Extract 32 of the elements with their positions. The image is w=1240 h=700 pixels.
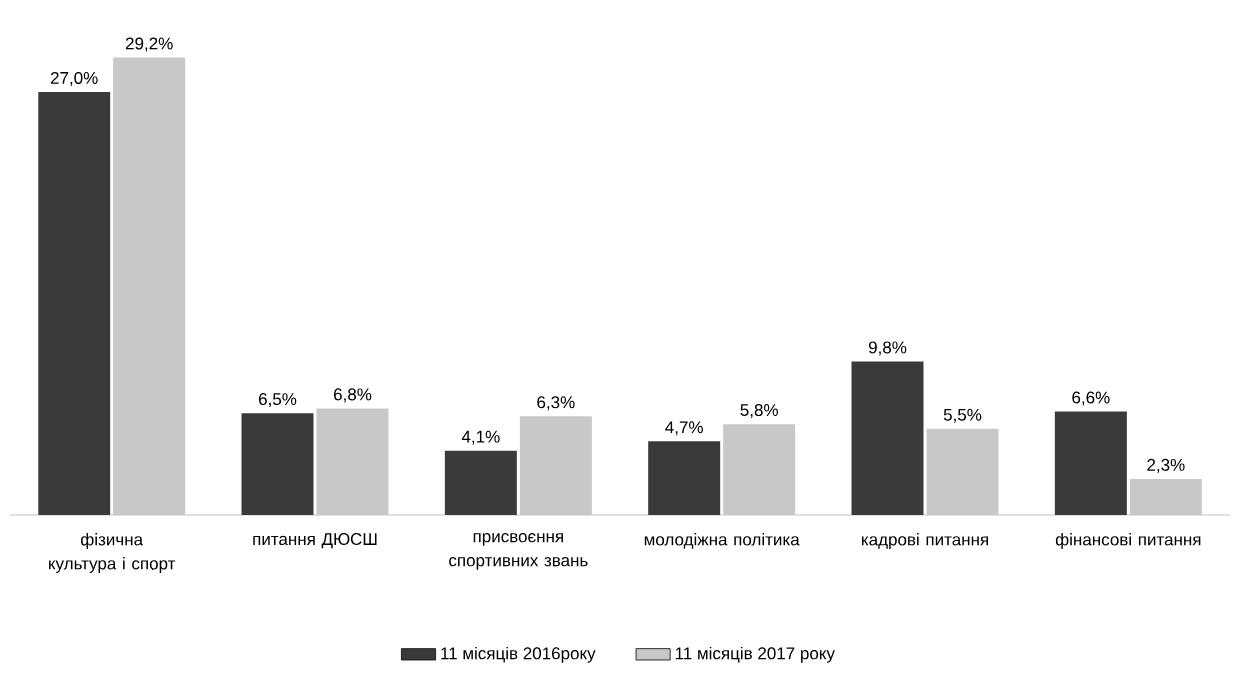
bar	[723, 424, 796, 515]
bar	[1054, 411, 1127, 515]
data-label: 6,5%	[259, 393, 297, 408]
x-tick-label: кадрові питання	[862, 533, 988, 549]
x-tick-label: молодіжна політика	[644, 533, 800, 549]
x-tick-label: фізична культура і спорт	[49, 533, 176, 573]
data-label: 5,5%	[943, 408, 982, 423]
data-label: 6,6%	[1072, 391, 1110, 406]
x-tick-label: присвоєння спортивних звань	[449, 533, 588, 570]
bar	[38, 92, 111, 515]
legend-label: 11 місяців 2016року	[441, 646, 596, 663]
bar	[113, 57, 186, 515]
bar	[648, 441, 721, 515]
bar	[1129, 478, 1202, 515]
data-label: 4,7%	[665, 421, 703, 436]
bar	[926, 428, 999, 515]
data-label: 9,8%	[868, 341, 907, 356]
bar	[851, 361, 924, 515]
bar	[241, 413, 314, 515]
bar	[444, 450, 517, 515]
data-label: 6,3%	[537, 396, 575, 411]
data-label: 27,0%	[50, 71, 98, 86]
data-label: 6,8%	[334, 388, 372, 403]
data-label: 4,1%	[461, 430, 500, 445]
data-label: 2,3%	[1147, 458, 1185, 473]
bar	[519, 416, 592, 515]
legend-label: 11 місяців 2017 року	[675, 646, 835, 663]
x-tick-label: фінансові питання	[1055, 533, 1201, 549]
data-label: 29,2%	[125, 37, 173, 52]
data-label: 5,8%	[740, 404, 778, 419]
x-tick-label: питання ДЮСШ	[253, 533, 377, 549]
bar	[316, 408, 389, 515]
